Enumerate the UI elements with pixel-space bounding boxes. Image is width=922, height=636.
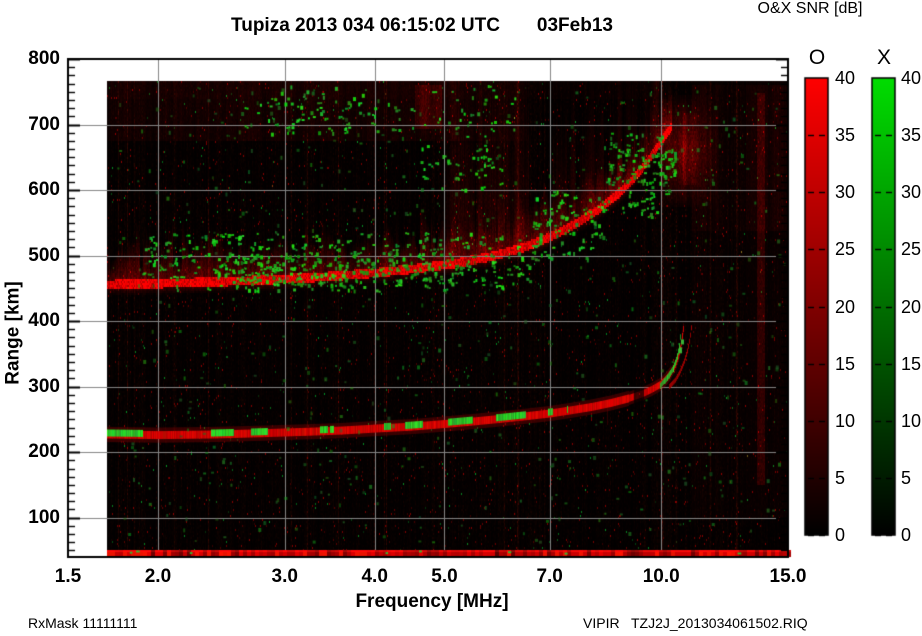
colorbar-o-tick-label: 10: [835, 410, 856, 431]
colorbar-x-tick-label: 40: [901, 68, 922, 88]
y-tick-label: 700: [28, 113, 60, 135]
colorbar-x-tick-label: 10: [901, 410, 922, 431]
x-tick-label: 2.0: [144, 566, 172, 587]
colorbar-x-tick-label: 0: [901, 525, 912, 545]
colorbar-o-tick-label: 30: [835, 182, 856, 203]
y-tick-label: 200: [28, 441, 60, 463]
colorbar-title: O&X SNR [dB]: [757, 0, 863, 17]
y-tick-label: 300: [28, 375, 60, 397]
colorbar-o-tick-label: 5: [835, 467, 846, 488]
colorbar-x-tick-label: 5: [901, 467, 912, 488]
y-tick-label: 600: [28, 179, 60, 201]
colorbar-o-tick-label: 40: [835, 68, 856, 88]
colorbar-x-tick-label: 25: [901, 239, 922, 260]
y-tick-label: 800: [28, 48, 60, 69]
x-tick-label: 7.0: [536, 566, 563, 587]
colorbar-o-tick-label: 25: [835, 239, 856, 260]
y-tick-label: 500: [28, 244, 60, 266]
colorbar-o-tick-label: 35: [835, 125, 856, 146]
x-axis-title: Frequency [MHz]: [355, 591, 509, 612]
colorbar-x-tick-label: 30: [901, 182, 922, 203]
colorbar-x-tick-label: 15: [901, 353, 922, 374]
x-tick-label: 10.0: [642, 566, 680, 587]
colorbar-x-tick-label: 20: [901, 296, 922, 317]
x-tick-label: 3.0: [271, 566, 298, 587]
x-tick-label: 4.0: [361, 566, 388, 587]
y-axis-title: Range [km]: [2, 281, 24, 385]
colorbar-o-header: O: [808, 46, 826, 69]
colorbar-x-header: X: [876, 46, 891, 69]
x-tick-label: 15.0: [769, 566, 807, 587]
colorbar-o-tick-label: 15: [835, 353, 856, 374]
y-tick-label: 100: [28, 506, 60, 528]
filename-footer: VIPIR TZJ2J_2013034061502.RIQ: [583, 615, 808, 631]
x-tick-label: 1.5: [54, 566, 82, 587]
colorbar-o-tick-label: 20: [835, 296, 856, 317]
rxmask-footer: RxMask 11111111: [28, 615, 138, 631]
y-tick-label: 400: [28, 310, 60, 332]
colorbar-o-tick-label: 0: [835, 525, 846, 545]
colorbar-x-tick-label: 35: [901, 125, 922, 146]
x-tick-label: 5.0: [431, 566, 458, 587]
page-title: Tupiza 2013 034 06:15:02 UTC 03Feb13: [231, 15, 613, 36]
